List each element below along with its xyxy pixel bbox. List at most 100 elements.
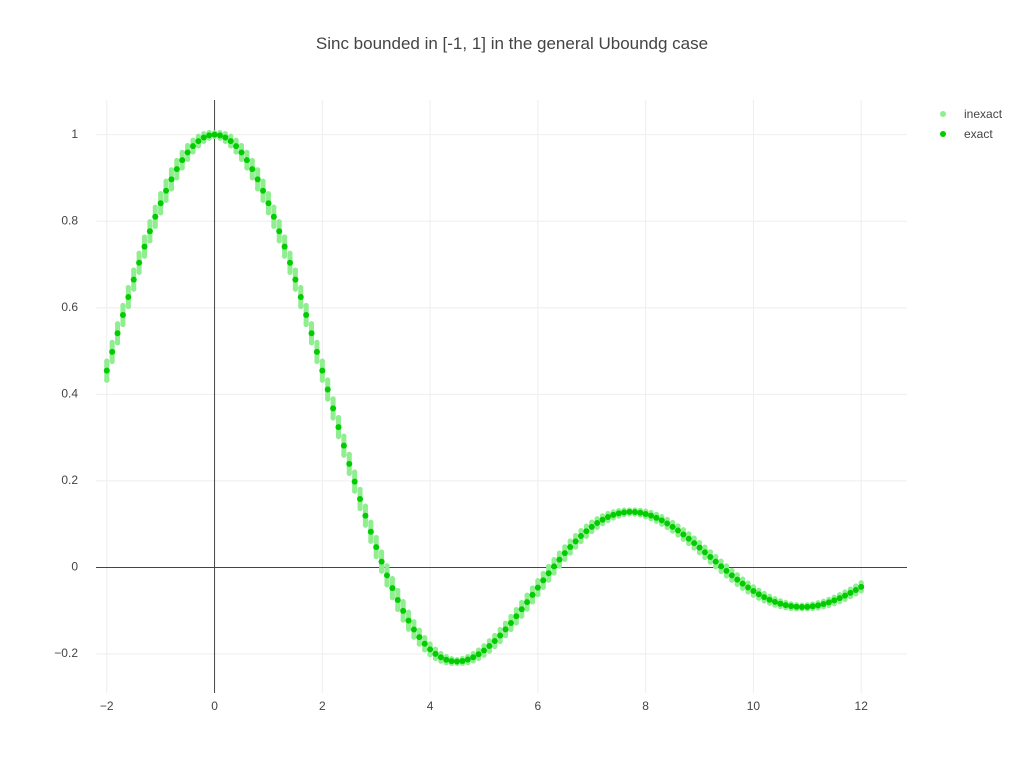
inexact-point[interactable] (346, 470, 352, 476)
inexact-point[interactable] (519, 613, 525, 619)
inexact-point[interactable] (535, 578, 541, 584)
inexact-point[interactable] (675, 523, 681, 529)
exact-point[interactable] (114, 330, 121, 337)
inexact-point[interactable] (729, 577, 735, 583)
exact-point[interactable] (761, 594, 768, 601)
exact-point[interactable] (270, 213, 277, 220)
inexact-point[interactable] (686, 531, 692, 537)
exact-point[interactable] (313, 348, 320, 355)
inexact-point[interactable] (109, 339, 115, 345)
inexact-point[interactable] (405, 626, 412, 632)
inexact-point[interactable] (325, 377, 331, 383)
inexact-point[interactable] (319, 377, 325, 383)
exact-point[interactable] (168, 176, 175, 183)
inexact-point[interactable] (556, 563, 563, 569)
inexact-point[interactable] (750, 584, 757, 590)
inexact-point[interactable] (136, 250, 142, 256)
exact-point[interactable] (292, 276, 299, 283)
exact-point[interactable] (173, 166, 180, 173)
inexact-point[interactable] (341, 452, 347, 458)
inexact-point[interactable] (163, 197, 169, 203)
inexact-point[interactable] (492, 632, 498, 639)
inexact-point[interactable] (594, 524, 600, 530)
inexact-point[interactable] (567, 538, 573, 544)
inexact-point[interactable] (502, 633, 509, 639)
inexact-point[interactable] (271, 204, 277, 210)
inexact-point[interactable] (589, 519, 595, 525)
inexact-point[interactable] (292, 267, 298, 273)
exact-point[interactable] (200, 134, 207, 141)
exact-point[interactable] (152, 213, 159, 220)
exact-point[interactable] (540, 577, 547, 584)
exact-point[interactable] (734, 576, 741, 583)
inexact-point[interactable] (190, 137, 196, 143)
exact-point[interactable] (642, 510, 649, 517)
exact-point[interactable] (286, 259, 293, 266)
inexact-point[interactable] (174, 157, 180, 164)
exact-point[interactable] (858, 583, 865, 590)
exact-point[interactable] (157, 200, 164, 207)
inexact-point[interactable] (481, 643, 487, 649)
inexact-point[interactable] (734, 581, 740, 587)
inexact-point[interactable] (858, 580, 864, 586)
inexact-point[interactable] (497, 638, 503, 644)
exact-point[interactable] (146, 228, 153, 235)
inexact-point[interactable] (745, 589, 751, 595)
inexact-point[interactable] (292, 286, 298, 292)
exact-point[interactable] (400, 607, 407, 614)
inexact-point[interactable] (422, 647, 428, 653)
inexact-point[interactable] (583, 533, 589, 539)
inexact-point[interactable] (713, 553, 719, 560)
inexact-point[interactable] (529, 585, 536, 591)
inexact-point[interactable] (389, 576, 395, 582)
inexact-point[interactable] (664, 516, 670, 523)
inexact-point[interactable] (740, 585, 746, 591)
exact-point[interactable] (475, 651, 482, 658)
inexact-point[interactable] (691, 545, 697, 551)
inexact-point[interactable] (141, 253, 148, 259)
exact-point[interactable] (718, 563, 725, 570)
exact-point[interactable] (637, 509, 644, 516)
inexact-point[interactable] (583, 523, 589, 529)
exact-point[interactable] (847, 589, 854, 596)
exact-point[interactable] (831, 597, 838, 604)
inexact-point[interactable] (519, 599, 525, 606)
inexact-point[interactable] (125, 284, 131, 291)
inexact-point[interactable] (298, 303, 304, 310)
inexact-point[interactable] (680, 527, 686, 533)
inexact-point[interactable] (578, 528, 584, 534)
inexact-point[interactable] (475, 647, 482, 653)
inexact-point[interactable] (352, 469, 358, 475)
exact-point[interactable] (728, 572, 735, 579)
inexact-point[interactable] (562, 556, 568, 563)
exact-point[interactable] (383, 572, 390, 579)
inexact-point[interactable] (524, 606, 530, 612)
exact-point[interactable] (518, 606, 525, 613)
exact-point[interactable] (815, 602, 822, 609)
exact-point[interactable] (577, 533, 584, 540)
exact-point[interactable] (254, 176, 261, 183)
exact-point[interactable] (260, 187, 267, 194)
inexact-point[interactable] (362, 503, 369, 509)
inexact-point[interactable] (152, 223, 158, 229)
exact-point[interactable] (524, 599, 531, 606)
exact-point[interactable] (109, 348, 116, 355)
inexact-point[interactable] (255, 167, 261, 173)
inexact-point[interactable] (373, 554, 379, 560)
inexact-point[interactable] (729, 567, 735, 574)
inexact-point[interactable] (492, 643, 498, 650)
exact-point[interactable] (685, 535, 692, 542)
legend-item-inexact[interactable]: inexact (936, 104, 1024, 124)
inexact-point[interactable] (384, 563, 390, 569)
inexact-point[interactable] (335, 434, 342, 440)
exact-point[interactable] (432, 650, 439, 657)
inexact-point[interactable] (546, 577, 552, 583)
exact-point[interactable] (459, 657, 466, 664)
exact-point[interactable] (669, 523, 676, 530)
inexact-point[interactable] (335, 415, 342, 421)
exact-point[interactable] (674, 527, 681, 534)
exact-point[interactable] (658, 517, 665, 524)
exact-point[interactable] (712, 558, 719, 565)
exact-point[interactable] (788, 603, 795, 610)
inexact-point[interactable] (238, 143, 245, 149)
